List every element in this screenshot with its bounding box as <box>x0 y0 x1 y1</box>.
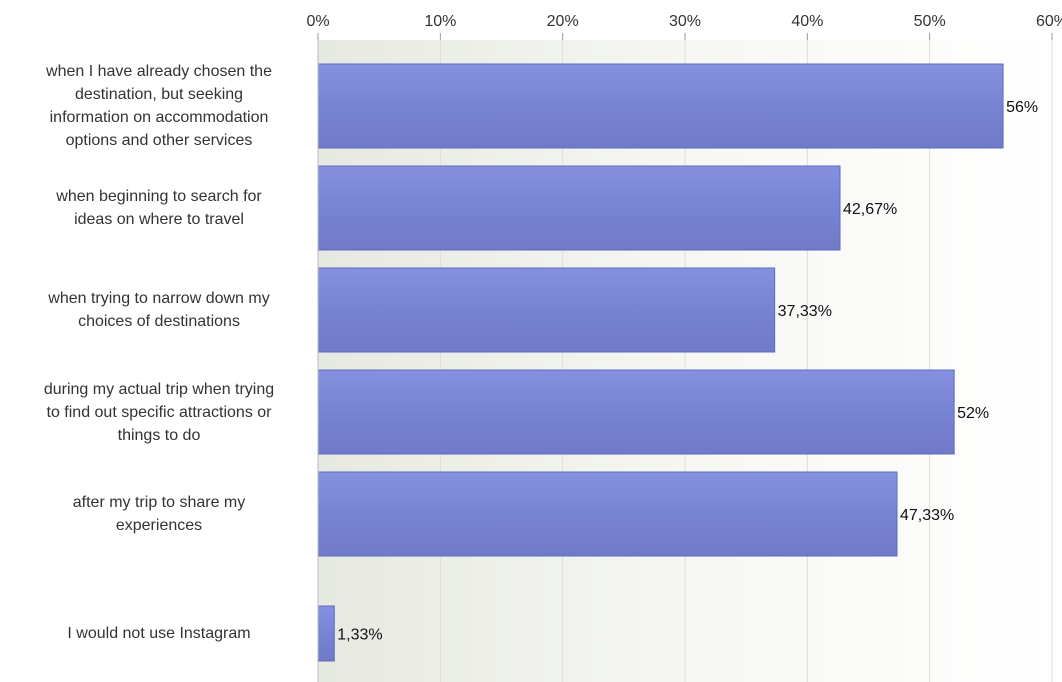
category-label: during my actual trip when trying to find… <box>4 370 314 454</box>
category-label-line: things to do <box>117 426 201 444</box>
bar <box>317 605 335 662</box>
category-label-line: when trying to narrow down my <box>48 290 270 307</box>
category-label-line: options and other services <box>65 132 253 149</box>
tick-label: 60% <box>1036 13 1062 30</box>
value-label: 56% <box>1006 99 1038 116</box>
category-label-line: information on accommodation <box>49 109 269 126</box>
tick-label: 0% <box>306 13 329 30</box>
bar <box>317 267 776 353</box>
category-label-line: during my actual trip when trying <box>43 380 275 398</box>
value-label: 42,67% <box>843 201 897 218</box>
category-label-line: choices of destinations <box>78 313 240 330</box>
tick-label: 30% <box>669 13 701 30</box>
category-label-line: ideas on where to travel <box>74 211 244 228</box>
x-axis-ticks: 0% 10% 20% 30% 40% 50% 60% <box>306 13 1062 40</box>
tick-label: 50% <box>914 13 946 30</box>
bar <box>317 369 955 455</box>
category-label-line: experiences <box>115 517 203 534</box>
category-label-line: when I have already chosen the <box>46 63 272 80</box>
tick-label: 20% <box>547 13 579 30</box>
bar <box>317 471 898 557</box>
category-label: when trying to narrow down my choices of … <box>4 268 314 352</box>
value-label: 1,33% <box>337 627 382 644</box>
bar <box>317 63 1004 149</box>
category-label-line: when beginning to search for <box>56 188 262 205</box>
bar <box>317 165 841 251</box>
category-label-line: destination, but seeking <box>74 86 244 103</box>
value-label: 47,33% <box>900 507 954 524</box>
value-label: 52% <box>957 405 989 422</box>
category-label: I would not use Instagram <box>4 606 314 661</box>
category-label: after my trip to share my experiences <box>4 472 314 556</box>
category-label-line: I would not use Instagram <box>67 625 251 642</box>
bars <box>317 63 1004 662</box>
value-labels: 56% 42,67% 37,33% 52% 47,33% 1,33% <box>337 99 1038 644</box>
value-label: 37,33% <box>778 303 832 320</box>
category-label-line: after my trip to share my <box>72 494 246 511</box>
category-label-line: to find out specific attractions or <box>46 403 272 421</box>
tick-label: 10% <box>424 13 456 30</box>
tick-label: 40% <box>791 13 823 30</box>
category-label: when beginning to search for ideas on whe… <box>4 166 314 250</box>
category-label: when I have already chosen the destinatio… <box>4 63 314 149</box>
